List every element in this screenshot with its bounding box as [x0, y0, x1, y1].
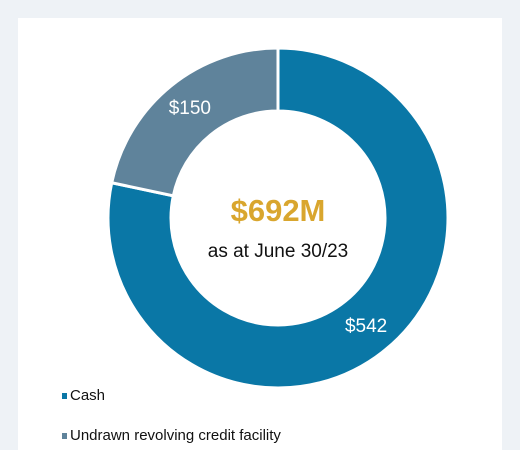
legend-label: Cash — [70, 387, 105, 404]
donut-slice — [109, 46, 280, 198]
legend-label: Undrawn revolving credit facility — [70, 427, 281, 444]
data-label: $150 — [169, 98, 211, 119]
data-label: $542 — [345, 316, 387, 337]
legend-swatch — [62, 393, 67, 399]
center-title: $692M — [231, 193, 326, 228]
legend-swatch — [62, 433, 67, 439]
center-subtitle: as at June 30/23 — [208, 241, 349, 262]
donut-slice — [106, 46, 450, 390]
